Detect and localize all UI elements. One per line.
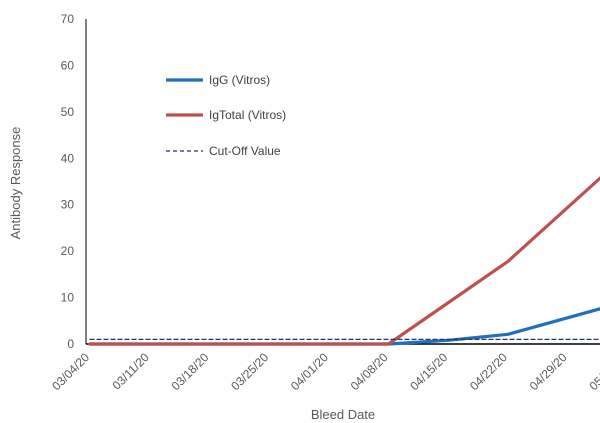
y-tick-label: 60 — [61, 58, 75, 72]
y-tick-label: 70 — [61, 12, 75, 26]
x-tick-label: 04/15/20 — [407, 350, 450, 393]
x-tick-label: 05/06/20 — [586, 350, 600, 393]
x-tick-label: 03/04/20 — [49, 350, 92, 393]
y-axis-tick-labels: 0 10 20 30 40 50 60 70 — [61, 12, 75, 351]
legend-label-cut-off-value: Cut-Off Value — [209, 144, 281, 158]
y-tick-label: 50 — [61, 105, 75, 119]
x-tick-label: 04/08/20 — [348, 350, 391, 393]
y-tick-label: 10 — [61, 291, 75, 305]
x-tick-label: 04/29/20 — [527, 350, 570, 393]
x-tick-label: 03/11/20 — [110, 350, 153, 393]
legend-label-igg-vitros: IgG (Vitros) — [209, 73, 270, 87]
y-tick-label: 20 — [61, 244, 75, 258]
legend-label-igtotal-vitros: IgTotal (Vitros) — [209, 108, 286, 122]
x-tick-label: 03/18/20 — [169, 350, 212, 393]
series-line-igtotal-vitros — [88, 176, 600, 346]
x-tick-label: 04/22/20 — [467, 350, 510, 393]
x-axis-title: Bleed Date — [311, 407, 375, 422]
x-axis-tick-labels: 03/04/20 03/11/20 03/18/20 03/25/20 04/01/20… — [49, 350, 600, 393]
legend: IgG (Vitros) IgTotal (Vitros) Cut-Off Valu… — [166, 73, 286, 158]
series-line-igg-vitros — [88, 307, 600, 346]
y-tick-label: 40 — [61, 151, 75, 165]
x-tick-label: 03/25/20 — [228, 350, 271, 393]
y-axis-title: Antibody Response — [8, 127, 23, 240]
series-layer — [88, 176, 600, 346]
y-tick-label: 30 — [61, 198, 75, 212]
y-tick-label: 0 — [67, 337, 74, 351]
x-tick-label: 04/01/20 — [288, 350, 331, 393]
